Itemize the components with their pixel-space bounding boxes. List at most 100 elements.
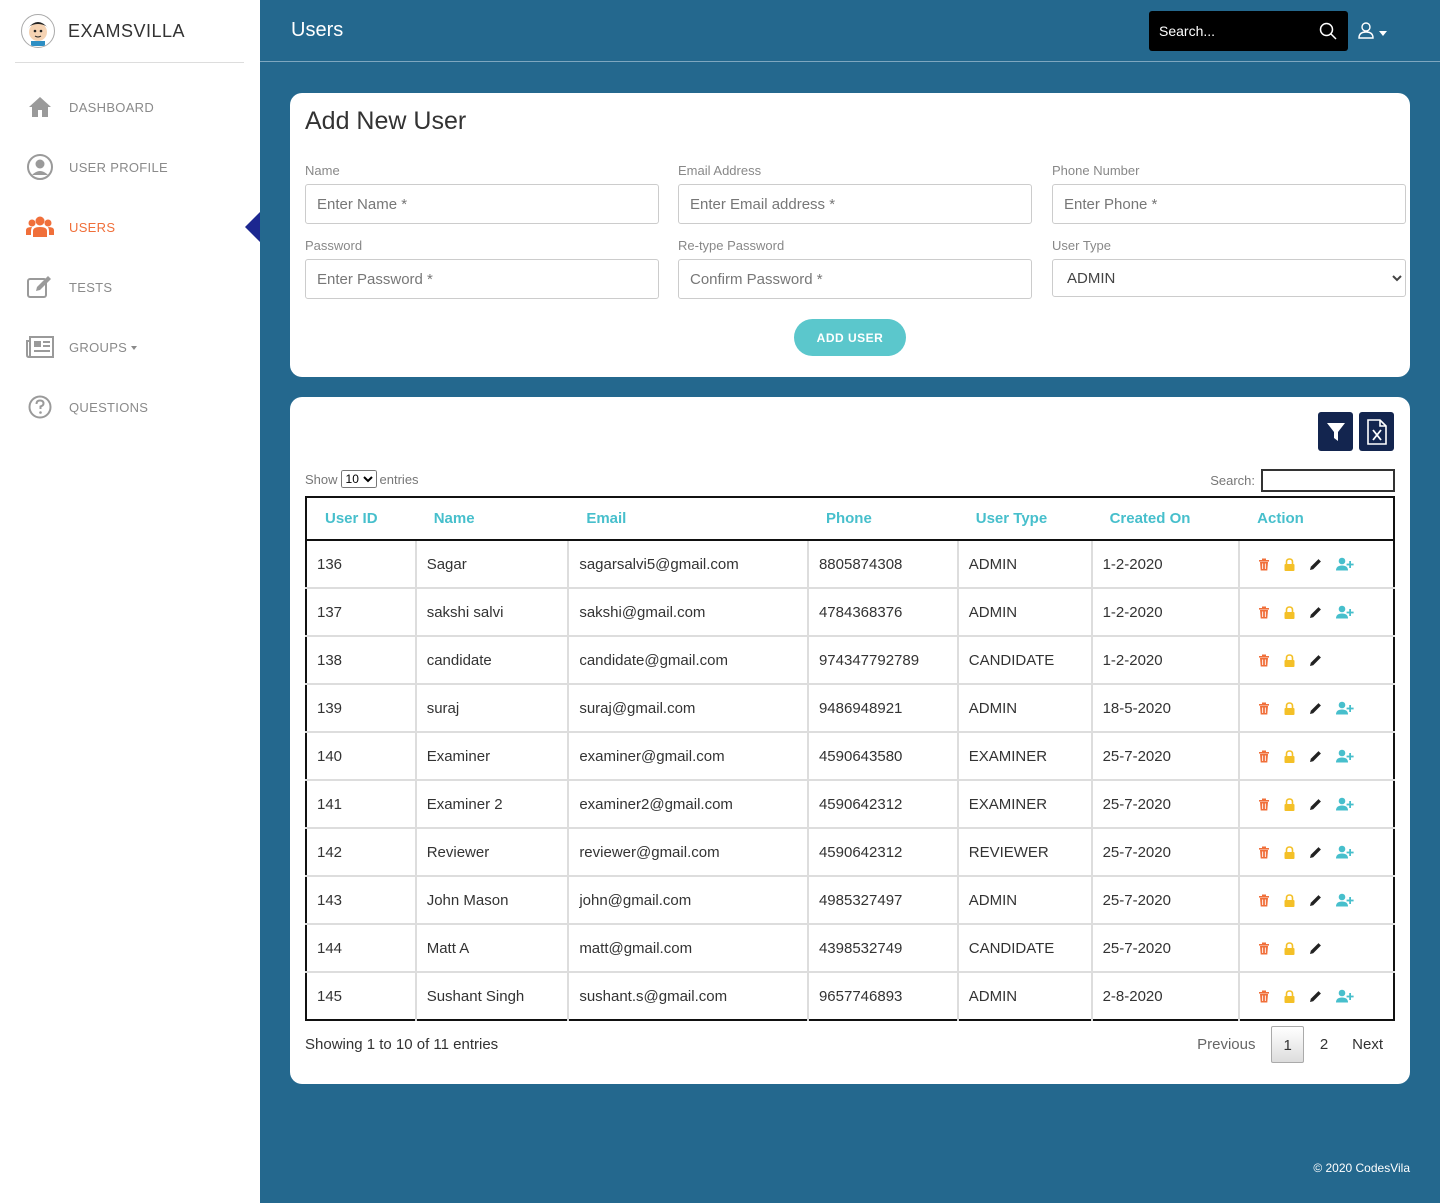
lock-icon[interactable] — [1284, 845, 1295, 859]
table-body: 136 Sagar sagarsalvi5@gmail.com 8805874308 A… — [306, 540, 1394, 1020]
add-user-icon[interactable] — [1336, 893, 1354, 907]
add-user-icon[interactable] — [1336, 701, 1354, 715]
sidebar-item-users[interactable]: USERS — [0, 197, 260, 257]
retype-password-label: Re-type Password — [678, 238, 785, 253]
name-field[interactable] — [305, 184, 659, 224]
footer-copyright: © 2020 CodesVila — [1313, 1161, 1410, 1175]
sidebar-item-groups[interactable]: GROUPS — [0, 317, 260, 377]
edit-icon[interactable] — [1309, 750, 1322, 763]
add-user-icon[interactable] — [1336, 845, 1354, 859]
user-menu[interactable] — [1358, 22, 1387, 44]
sidebar-item-questions[interactable]: QUESTIONS — [0, 377, 260, 437]
add-user-icon[interactable] — [1336, 557, 1354, 571]
sidebar-item-user-profile[interactable]: USER PROFILE — [0, 137, 260, 197]
cell-created-on: 25-7-2020 — [1091, 924, 1241, 973]
add-user-icon[interactable] — [1336, 605, 1354, 619]
edit-icon[interactable] — [1309, 942, 1322, 955]
lock-icon[interactable] — [1284, 989, 1295, 1003]
email-field[interactable] — [678, 184, 1032, 224]
cell-name: suraj — [415, 684, 570, 733]
cell-user-type: REVIEWER — [957, 828, 1093, 877]
lock-icon[interactable] — [1284, 557, 1295, 571]
delete-icon[interactable] — [1258, 846, 1270, 859]
cell-created-on: 2-8-2020 — [1091, 972, 1241, 1020]
add-user-icon[interactable] — [1336, 797, 1354, 811]
cell-email: reviewer@gmail.com — [568, 828, 809, 877]
add-user-button[interactable]: ADD USER — [794, 319, 906, 356]
chevron-down-icon — [131, 346, 138, 351]
cell-created-on: 18-5-2020 — [1091, 684, 1241, 733]
column-header-phone[interactable]: Phone — [807, 497, 958, 541]
previous-page-button[interactable]: Previous — [1197, 1036, 1256, 1053]
cell-email: sakshi@gmail.com — [568, 588, 809, 637]
brand[interactable]: EXAMSVILLA — [15, 0, 244, 63]
lock-icon[interactable] — [1284, 941, 1295, 955]
column-header-user-id[interactable]: User ID — [306, 497, 416, 541]
row-actions — [1250, 701, 1393, 715]
cell-name: Examiner — [415, 732, 570, 781]
column-header-created-on[interactable]: Created On — [1091, 497, 1240, 541]
cell-user-id: 140 — [306, 732, 417, 781]
cell-name: candidate — [415, 636, 570, 685]
edit-icon[interactable] — [1309, 894, 1322, 907]
sidebar-item-dashboard[interactable]: DASHBOARD — [0, 77, 260, 137]
delete-icon[interactable] — [1258, 654, 1270, 667]
cell-user-id: 145 — [306, 972, 417, 1020]
add-user-icon[interactable] — [1336, 749, 1354, 763]
edit-icon[interactable] — [1309, 702, 1322, 715]
table-search-input[interactable] — [1261, 469, 1395, 492]
cell-user-id: 144 — [306, 924, 417, 973]
retype-password-field[interactable] — [678, 259, 1032, 299]
row-actions — [1250, 893, 1393, 907]
edit-icon[interactable] — [1309, 990, 1322, 1003]
lock-icon[interactable] — [1284, 749, 1295, 763]
delete-icon[interactable] — [1258, 990, 1270, 1003]
delete-icon[interactable] — [1258, 558, 1270, 571]
sidebar-item-label: USERS — [69, 219, 116, 235]
lock-icon[interactable] — [1284, 701, 1295, 715]
entries-select[interactable]: 10 — [340, 470, 377, 488]
column-header-name[interactable]: Name — [415, 497, 569, 541]
edit-icon[interactable] — [1309, 798, 1322, 811]
delete-icon[interactable] — [1258, 942, 1270, 955]
column-header-user-type[interactable]: User Type — [957, 497, 1092, 541]
delete-icon[interactable] — [1258, 798, 1270, 811]
delete-icon[interactable] — [1258, 750, 1270, 763]
edit-icon[interactable] — [1309, 654, 1322, 667]
edit-icon[interactable] — [1309, 606, 1322, 619]
cell-phone: 9486948921 — [807, 684, 959, 733]
cell-name: sakshi salvi — [415, 588, 570, 637]
show-entries: Show 10 entries — [305, 470, 419, 488]
add-user-card: Add New User Name Email Address Phone Nu… — [290, 93, 1410, 377]
cell-actions — [1239, 636, 1394, 685]
cell-name: Sagar — [415, 540, 570, 589]
edit-icon[interactable] — [1309, 558, 1322, 571]
export-excel-button[interactable] — [1359, 412, 1394, 451]
lock-icon[interactable] — [1284, 605, 1295, 619]
email-label: Email Address — [678, 163, 762, 178]
chevron-down-icon — [1379, 30, 1387, 36]
page-button-1[interactable]: 1 — [1271, 1026, 1304, 1063]
cell-user-id: 139 — [306, 684, 417, 733]
delete-icon[interactable] — [1258, 894, 1270, 907]
lock-icon[interactable] — [1284, 653, 1295, 667]
delete-icon[interactable] — [1258, 702, 1270, 715]
sidebar-item-tests[interactable]: TESTS — [0, 257, 260, 317]
lock-icon[interactable] — [1284, 797, 1295, 811]
search-icon[interactable] — [1319, 22, 1337, 45]
filter-button[interactable] — [1318, 412, 1353, 451]
lock-icon[interactable] — [1284, 893, 1295, 907]
delete-icon[interactable] — [1258, 606, 1270, 619]
cell-actions — [1239, 924, 1394, 973]
column-header-email[interactable]: Email — [568, 497, 808, 541]
add-user-icon[interactable] — [1336, 989, 1354, 1003]
sidebar-item-label: DASHBOARD — [69, 99, 155, 115]
next-page-button[interactable]: Next — [1352, 1036, 1383, 1053]
user-type-select[interactable]: ADMIN — [1052, 259, 1406, 297]
user-icon — [1358, 22, 1374, 44]
phone-field[interactable] — [1052, 184, 1406, 224]
password-field[interactable] — [305, 259, 659, 299]
global-search-input[interactable] — [1149, 23, 1309, 39]
edit-icon[interactable] — [1309, 846, 1322, 859]
page-button-2[interactable]: 2 — [1319, 1036, 1329, 1053]
